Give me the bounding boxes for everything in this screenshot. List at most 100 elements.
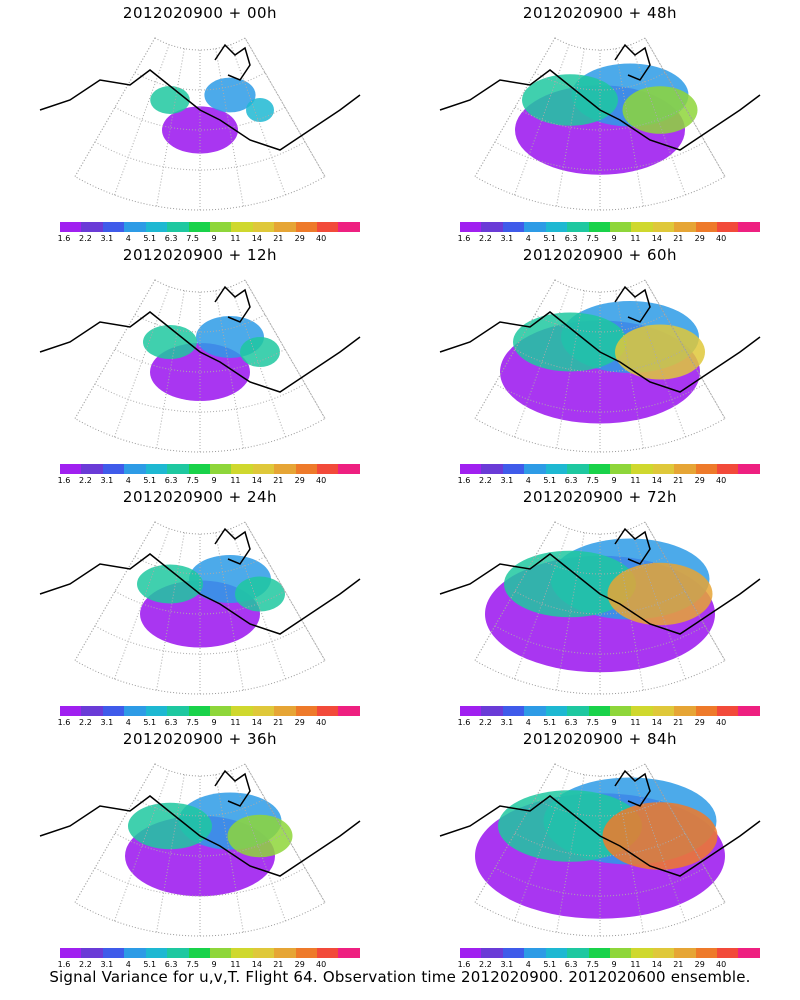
colorbar-label: 5.1	[543, 960, 557, 969]
colorbar-swatch	[295, 706, 318, 716]
colorbar-label: 40	[316, 476, 327, 485]
colorbar-swatch	[167, 222, 189, 232]
colorbar-label: 7.5	[586, 718, 599, 727]
colorbar-label: 11	[230, 718, 241, 727]
panel-title: 2012020900 + 48h	[522, 4, 678, 22]
colorbar-label: 1.6	[457, 476, 471, 485]
colorbar-swatch	[674, 464, 696, 474]
colorbar-swatch	[252, 948, 275, 958]
coastline	[439, 795, 761, 877]
arctic-islands	[614, 769, 651, 807]
colorbar-swatch	[274, 464, 296, 474]
colorbar-swatch	[338, 706, 360, 716]
colorbar-label: 9	[211, 234, 217, 243]
colorbar-label: 11	[230, 234, 241, 243]
colorbar-label: 11	[630, 234, 641, 243]
map-boundary	[474, 521, 726, 695]
colorbar-swatch	[545, 706, 568, 716]
colorbar-label: 2.2	[79, 960, 92, 969]
variance-blob	[235, 576, 285, 612]
colorbar-swatch	[695, 948, 718, 958]
colorbar-label: 2.2	[479, 718, 492, 727]
colorbar-swatch	[317, 948, 339, 958]
colorbar-swatch	[274, 706, 296, 716]
colorbar-labels: 1.6 2.2 3.1 4 5.1 6.3 7.5 9 11 14 21 29 40	[456, 960, 766, 970]
colorbar-label: 11	[630, 960, 641, 969]
colorbar-swatch	[545, 948, 568, 958]
colorbar-labels: 1.6 2.2 3.1 4 5.1 6.3 7.5 9 11 14 21 29 40	[56, 234, 366, 244]
variance-field	[485, 538, 715, 673]
colorbar	[60, 948, 360, 958]
colorbar-swatch	[717, 948, 739, 958]
colorbar-swatch	[674, 706, 696, 716]
coastline	[39, 553, 361, 635]
colorbar-swatch	[167, 464, 189, 474]
colorbar-label: 3.1	[100, 234, 114, 243]
colorbar-label: 6.3	[564, 718, 578, 727]
colorbar-swatch	[317, 464, 339, 474]
colorbar-swatch	[81, 222, 103, 232]
colorbar-label: 40	[316, 960, 327, 969]
colorbar-swatch	[81, 948, 103, 958]
colorbar-swatch	[60, 948, 82, 958]
coastline	[439, 311, 761, 393]
colorbar-swatch	[338, 948, 360, 958]
map-boundary	[74, 279, 326, 453]
arctic-islands	[614, 527, 651, 565]
colorbar-label: 14	[251, 476, 262, 485]
colorbar-labels: 1.6 2.2 3.1 4 5.1 6.3 7.5 9 11 14 21 29 40	[456, 234, 766, 244]
map-boundary	[474, 763, 726, 937]
colorbar-label: 21	[673, 960, 684, 969]
colorbar-label: 2.2	[479, 234, 492, 243]
variance-blob	[513, 312, 627, 372]
colorbar-swatch	[102, 222, 125, 232]
colorbar-label: 6.3	[564, 960, 578, 969]
colorbar-label: 6.3	[164, 960, 178, 969]
colorbar-label: 5.1	[143, 718, 157, 727]
colorbar-labels: 1.6 2.2 3.1 4 5.1 6.3 7.5 9 11 14 21 29 40	[56, 718, 366, 728]
colorbar-label: 1.6	[57, 718, 71, 727]
colorbar-swatch	[81, 706, 103, 716]
colorbar-swatch	[460, 948, 482, 958]
colorbar-swatch	[631, 464, 653, 474]
colorbar-swatch	[102, 948, 125, 958]
polar-map	[439, 279, 761, 453]
colorbar-swatch	[695, 706, 718, 716]
colorbar-label: 40	[716, 718, 727, 727]
panel-title: 2012020900 + 60h	[522, 246, 678, 264]
panel-title: 2012020900 + 36h	[122, 730, 278, 748]
colorbar-label: 14	[651, 234, 662, 243]
colorbar-label: 5.1	[143, 476, 157, 485]
arctic-islands	[214, 527, 251, 565]
colorbar-label: 2.2	[479, 476, 492, 485]
colorbar-swatch	[674, 948, 696, 958]
meridian-line	[114, 44, 170, 196]
colorbar-swatch	[567, 464, 589, 474]
colorbar-swatch	[188, 706, 210, 716]
colorbar-swatch	[631, 706, 653, 716]
colorbar-label: 6.3	[564, 234, 578, 243]
colorbar-label: 4	[525, 960, 531, 969]
arctic-islands	[614, 285, 651, 323]
panel-12h: 2012020900 + 12h 1.6 2.2 3.1 4 5.1 6.3 7.5 9 11 1…	[0, 242, 400, 485]
colorbar-label: 4	[125, 960, 131, 969]
polar-map	[439, 37, 761, 211]
arctic-islands	[214, 43, 251, 81]
colorbar-label: 4	[125, 718, 131, 727]
colorbar-label: 3.1	[100, 960, 114, 969]
colorbar-swatch	[481, 706, 503, 716]
variance-blob	[137, 564, 203, 604]
colorbar-swatch	[631, 948, 653, 958]
colorbar-swatch	[338, 222, 360, 232]
panel-60h: 2012020900 + 60h 1.6 2.2 3.1 4 5.1 6.3 7.5 9 11 1…	[400, 242, 800, 485]
variance-blob	[246, 98, 274, 122]
colorbar-swatch	[609, 222, 632, 232]
colorbar-label: 3.1	[500, 718, 514, 727]
coastline	[39, 311, 361, 393]
colorbar-swatch	[145, 222, 168, 232]
colorbar-swatch	[567, 222, 589, 232]
colorbar-swatch	[252, 464, 275, 474]
variance-field	[500, 301, 705, 424]
colorbar-swatch	[609, 706, 632, 716]
colorbar-label: 9	[211, 960, 217, 969]
